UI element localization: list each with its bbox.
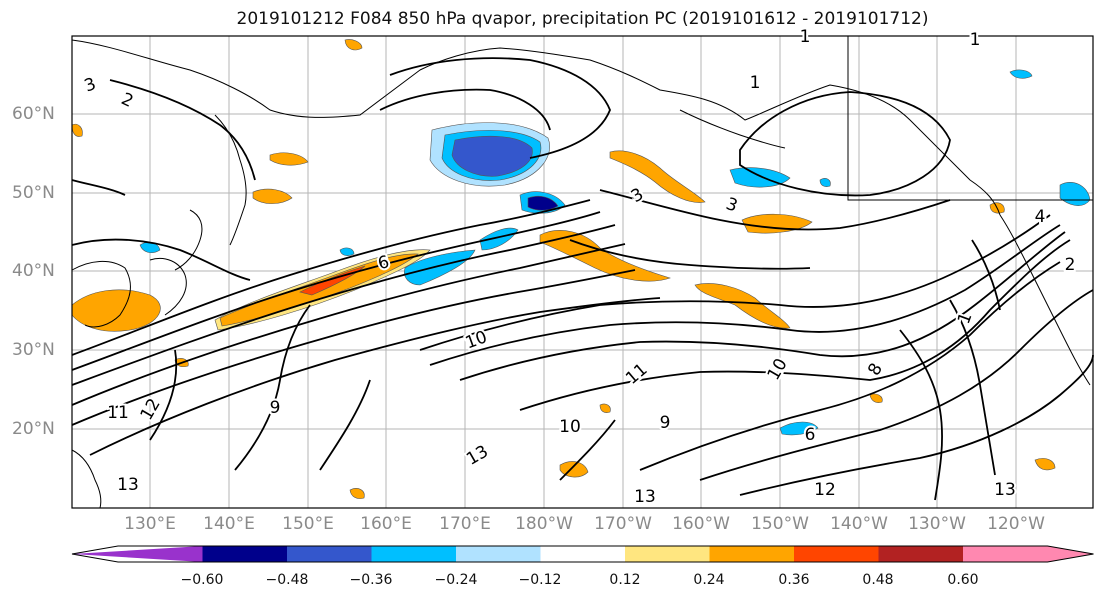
colorbar [71,545,1094,563]
contour-label: 11 [622,360,651,389]
colorbar-segment [625,546,710,562]
lat-label-30n: 30°N [12,340,55,360]
lon-label-150e: 150°E [282,514,334,534]
colorbar-tick-label: 0.36 [778,572,810,588]
colorbar-segment [287,546,372,562]
contour-label: 10 [559,417,581,437]
contour-label: 10 [463,327,490,353]
colorbar-segment [456,546,541,562]
colorbar-tick-label: −0.60 [180,572,224,588]
graticule [72,36,1093,508]
colorbar-tick-label: 0.24 [693,572,725,588]
map-frame [71,35,1094,509]
colorbar-segment [878,546,963,562]
colorbar-outline [71,545,1094,563]
colorbar-segment [371,546,456,562]
precip-anomaly-patches [71,39,1091,499]
lon-label-170e: 170°E [439,514,491,534]
contour-label: 1 [970,30,981,50]
contour-label: 13 [994,480,1016,500]
lat-label-60n: 60°N [12,104,55,124]
qvapor-contours [71,57,1094,501]
contour-label: 9 [660,413,671,433]
colorbar-segment [202,546,287,562]
contour-label: 2 [118,89,136,112]
lon-label-150w: 150°W [751,514,809,534]
contour-label: 2 [1065,255,1076,275]
contour-label: 10 [764,355,792,384]
contour-label: 6 [805,425,816,445]
contour-label: 11 [107,403,129,423]
colorbar-segment [794,546,879,562]
lon-label-120w: 120°W [987,514,1045,534]
contour-label: 13 [117,475,139,495]
colorbar-segment [709,546,794,562]
contour-label: 13 [634,487,656,507]
contour-label: 4 [1035,207,1046,227]
lon-label-180w: 180°W [515,514,573,534]
contour-label: 9 [270,398,281,418]
lat-label-20n: 20°N [12,419,55,439]
colorbar-tick-label: 0.48 [862,572,894,588]
colorbar-tick-label: −0.12 [518,572,562,588]
colorbar-tick-label: 0.12 [609,572,641,588]
lon-label-140e: 140°E [203,514,255,534]
lat-label-50n: 50°N [12,183,55,203]
contour-label: 8 [864,360,887,379]
lon-label-160e: 160°E [360,514,412,534]
colorbar-tick-label: −0.48 [265,572,309,588]
contour-label: 13 [463,442,492,470]
lon-label-160w: 160°W [672,514,730,534]
colorbar-segment [72,546,203,562]
colorbar-segment [963,546,1094,562]
colorbar-tick-label: −0.24 [434,572,478,588]
map-title: 2019101212 F084 850 hPa qvapor, precipit… [236,9,929,29]
contour-label: 1 [800,27,811,47]
lon-label-140w: 140°W [830,514,888,534]
contour-label: 3 [628,184,647,207]
contour-label: 1 [750,73,761,93]
colorbar-tick-label: 0.60 [947,572,979,588]
colorbar-segment [540,546,625,562]
contour-label: 3 [82,74,99,96]
lon-label-130e: 130°E [124,514,176,534]
contour-label: 12 [814,480,836,500]
lat-label-40n: 40°N [12,261,55,281]
colorbar-tick-label: −0.36 [349,572,393,588]
lon-label-130w: 130°W [908,514,966,534]
contour-label: 3 [723,194,740,216]
coastlines [71,36,1093,509]
contour-label: 12 [137,395,165,424]
lon-label-170w: 170°W [594,514,652,534]
